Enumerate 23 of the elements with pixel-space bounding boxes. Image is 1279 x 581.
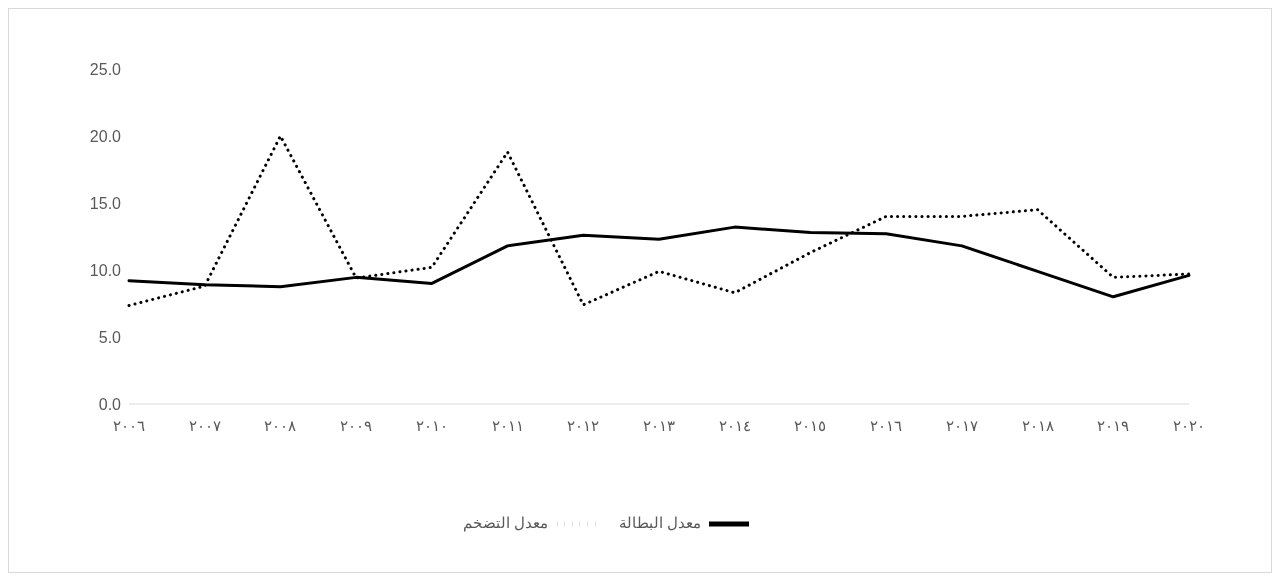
x-tick-label: ٢٠١٨ (1021, 416, 1054, 434)
x-tick-label: ٢٠٠٨ (264, 416, 297, 434)
legend-label: معدل التضخم (463, 513, 549, 531)
y-tick-label: 5.0 (98, 328, 122, 346)
x-tick-label: ٢٠١٣ (643, 416, 675, 434)
y-tick-label: 25.0 (89, 60, 122, 78)
x-tick-label: ٢٠١١ (491, 416, 524, 434)
x-tick-label: ٢٠٠٧ (188, 416, 221, 434)
x-tick-label: ٢٠١٤ (718, 416, 751, 434)
y-tick-label: 20.0 (89, 127, 122, 145)
x-tick-label: ٢٠١٦ (870, 416, 903, 434)
x-tick-label: ٢٠١٢ (567, 416, 600, 434)
y-tick-label: 15.0 (89, 194, 122, 212)
x-tick-label: ٢٠٢٠ (1173, 416, 1205, 434)
x-tick-label: ٢٠٠٦ (113, 416, 145, 434)
x-tick-label: ٢٠١٥ (794, 416, 827, 434)
y-tick-label: 0.0 (98, 395, 122, 413)
x-tick-label: ٢٠٠٩ (340, 416, 373, 434)
legend-label: معدل البطالة (618, 513, 701, 531)
x-tick-label: ٢٠١٠ (415, 416, 448, 434)
x-tick-label: ٢٠١٧ (945, 416, 978, 434)
x-tick-label: ٢٠١٩ (1097, 416, 1130, 434)
y-tick-label: 10.0 (89, 261, 122, 279)
